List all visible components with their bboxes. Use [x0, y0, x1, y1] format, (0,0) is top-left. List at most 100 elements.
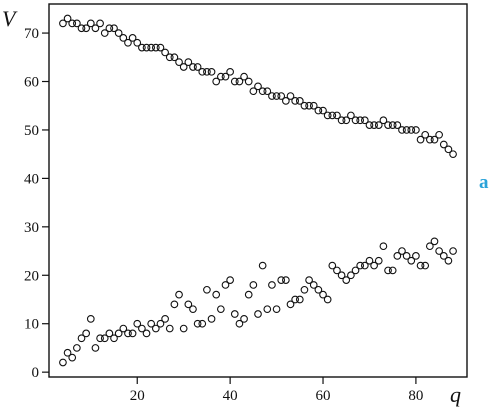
- data-point: [193, 319, 202, 328]
- data-point: [235, 319, 244, 328]
- data-point: [291, 97, 300, 105]
- data-point: [439, 252, 448, 260]
- data-point: [356, 116, 365, 125]
- data-point: [100, 334, 109, 343]
- data-point: [425, 242, 434, 251]
- data-point: [449, 150, 457, 159]
- data-point: [165, 53, 174, 62]
- data-point: [63, 348, 72, 357]
- data-point: [68, 19, 77, 28]
- data-point: [402, 252, 411, 260]
- y-axis: 0 10 20 30 40 50 60 70: [24, 26, 49, 381]
- data-point: [388, 121, 397, 129]
- data-point: [179, 324, 188, 333]
- data-point: [91, 344, 100, 352]
- data-point: [77, 334, 86, 343]
- data-point: [230, 310, 239, 318]
- data-point: [365, 121, 374, 129]
- data-point: [175, 58, 183, 66]
- data-point: [212, 77, 221, 86]
- data-point: [226, 276, 234, 284]
- data-point: [193, 63, 202, 71]
- data-point: [254, 82, 262, 91]
- data-point: [203, 67, 211, 76]
- panel-label: a: [479, 172, 489, 193]
- data-point: [138, 43, 146, 52]
- data-point: [73, 344, 81, 352]
- data-point: [384, 266, 392, 275]
- data-point: [86, 19, 95, 28]
- data-point: [161, 48, 169, 57]
- data-point: [333, 266, 341, 275]
- data-point: [147, 43, 156, 52]
- data-point: [59, 358, 67, 367]
- data-point: [398, 247, 406, 255]
- data-point: [435, 130, 443, 139]
- data-point: [430, 237, 439, 246]
- data-point: [244, 290, 253, 299]
- data-point: [96, 334, 104, 343]
- data-point: [272, 92, 281, 100]
- data-point: [203, 285, 211, 294]
- data-point: [370, 121, 378, 129]
- data-point: [435, 247, 443, 255]
- x-axis-label: q: [450, 382, 461, 407]
- data-point: [300, 101, 309, 110]
- data-point: [323, 295, 332, 304]
- data-point: [342, 276, 351, 284]
- data-point: [407, 256, 416, 265]
- data-point: [119, 34, 128, 42]
- x-axis: 20 40 60 80: [130, 377, 423, 404]
- y-tick-label: 30: [24, 220, 39, 236]
- data-point: [96, 19, 104, 28]
- data-point: [161, 315, 169, 323]
- data-point: [393, 252, 402, 260]
- data-point: [347, 111, 355, 120]
- series-2: [59, 237, 457, 367]
- data-point: [444, 256, 453, 265]
- data-point: [216, 305, 225, 314]
- data-points: [59, 14, 457, 367]
- data-point: [221, 281, 230, 289]
- data-point: [356, 261, 365, 270]
- y-tick-label: 60: [24, 75, 39, 91]
- data-point: [412, 252, 420, 260]
- data-point: [142, 329, 151, 338]
- data-point: [156, 319, 165, 328]
- data-point: [319, 290, 327, 299]
- data-point: [119, 324, 128, 333]
- data-point: [323, 111, 332, 120]
- data-point: [402, 126, 411, 134]
- data-point: [347, 271, 355, 280]
- data-point: [249, 281, 258, 289]
- data-point: [416, 135, 425, 144]
- data-point: [138, 324, 146, 333]
- data-point: [258, 261, 267, 270]
- data-point: [147, 319, 156, 328]
- data-point: [114, 329, 123, 338]
- data-point: [365, 256, 374, 265]
- data-point: [374, 256, 383, 265]
- data-point: [295, 97, 304, 105]
- data-point: [421, 130, 430, 139]
- data-point: [388, 266, 397, 275]
- data-point: [309, 101, 318, 110]
- data-point: [268, 281, 276, 289]
- data-point: [230, 77, 239, 86]
- data-point: [360, 261, 369, 270]
- data-point: [110, 334, 118, 343]
- data-point: [151, 324, 160, 333]
- data-point: [416, 261, 425, 270]
- data-point: [282, 97, 290, 105]
- data-point: [216, 72, 225, 81]
- data-point: [212, 290, 221, 299]
- data-point: [198, 319, 207, 328]
- data-point: [91, 24, 100, 33]
- data-point: [151, 43, 160, 52]
- data-point: [207, 315, 216, 323]
- data-point: [198, 67, 207, 76]
- x-tick-label: 60: [316, 388, 331, 404]
- data-point: [128, 329, 137, 338]
- data-point: [68, 353, 77, 362]
